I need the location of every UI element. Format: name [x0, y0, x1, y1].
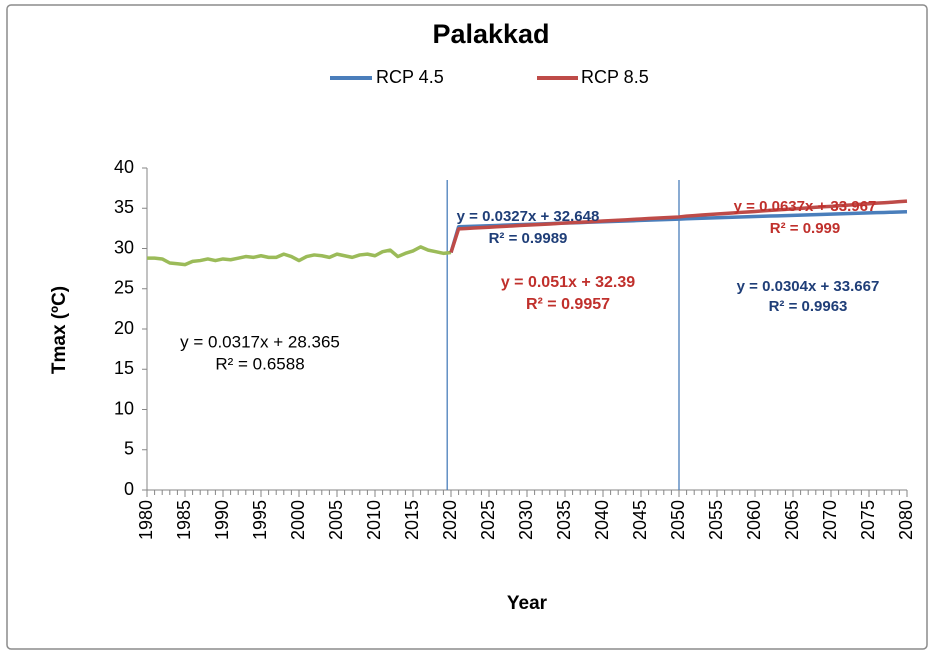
x-tick-label: 2025	[478, 500, 498, 540]
y-tick-label: 40	[114, 157, 134, 177]
annotation: y = 0.051x + 32.39	[501, 274, 635, 291]
x-tick-label: 2040	[592, 500, 612, 540]
chart-title: Palakkad	[432, 19, 549, 49]
chart-frame	[6, 4, 928, 650]
x-tick-label: 2005	[326, 500, 346, 540]
annotation: y = 0.0317x + 28.365	[180, 332, 340, 351]
x-tick-label: 1985	[174, 500, 194, 540]
x-axis-title: Year	[507, 593, 548, 614]
annotation: y = 0.0637x + 33.967	[734, 198, 877, 215]
y-tick-label: 25	[114, 278, 134, 298]
annotation: y = 0.0304x + 33.667	[737, 278, 880, 295]
y-tick-label: 5	[124, 439, 134, 459]
x-tick-label: 1990	[212, 500, 232, 540]
x-tick-label: 2035	[554, 500, 574, 540]
legend-label: RCP 8.5	[581, 67, 649, 87]
annotation: R² = 0.9957	[526, 296, 610, 313]
annotation: R² = 0.999	[770, 220, 840, 237]
legend-label: RCP 4.5	[376, 67, 444, 87]
x-tick-label: 2060	[744, 500, 764, 540]
y-tick-label: 0	[124, 479, 134, 499]
x-tick-label: 1995	[250, 500, 270, 540]
annotation: R² = 0.9963	[769, 298, 848, 315]
y-axis-title: Tmax (ºC)	[49, 286, 70, 374]
y-tick-label: 20	[114, 318, 134, 338]
y-tick-label: 10	[114, 398, 134, 418]
x-tick-label: 2065	[782, 500, 802, 540]
x-tick-label: 2010	[364, 500, 384, 540]
annotation: y = 0.0327x + 32.648	[457, 208, 600, 225]
x-tick-label: 2030	[516, 500, 536, 540]
annotation: R² = 0.6588	[215, 354, 304, 373]
y-tick-label: 35	[114, 197, 134, 217]
annotation: R² = 0.9989	[489, 230, 568, 247]
x-tick-label: 2020	[440, 500, 460, 540]
y-tick-label: 30	[114, 237, 134, 257]
data-line	[449, 199, 908, 254]
x-tick-label: 2075	[858, 500, 878, 540]
x-tick-label: 2000	[288, 500, 308, 540]
x-tick-label: 2015	[402, 500, 422, 540]
x-tick-label: 2080	[896, 500, 916, 540]
y-tick-label: 15	[114, 358, 134, 378]
data-line	[147, 245, 452, 267]
x-tick-label: 2045	[630, 500, 650, 540]
x-tick-label: 1980	[136, 500, 156, 540]
x-tick-label: 2050	[668, 500, 688, 540]
x-tick-label: 2070	[820, 500, 840, 540]
x-tick-label: 2055	[706, 500, 726, 540]
